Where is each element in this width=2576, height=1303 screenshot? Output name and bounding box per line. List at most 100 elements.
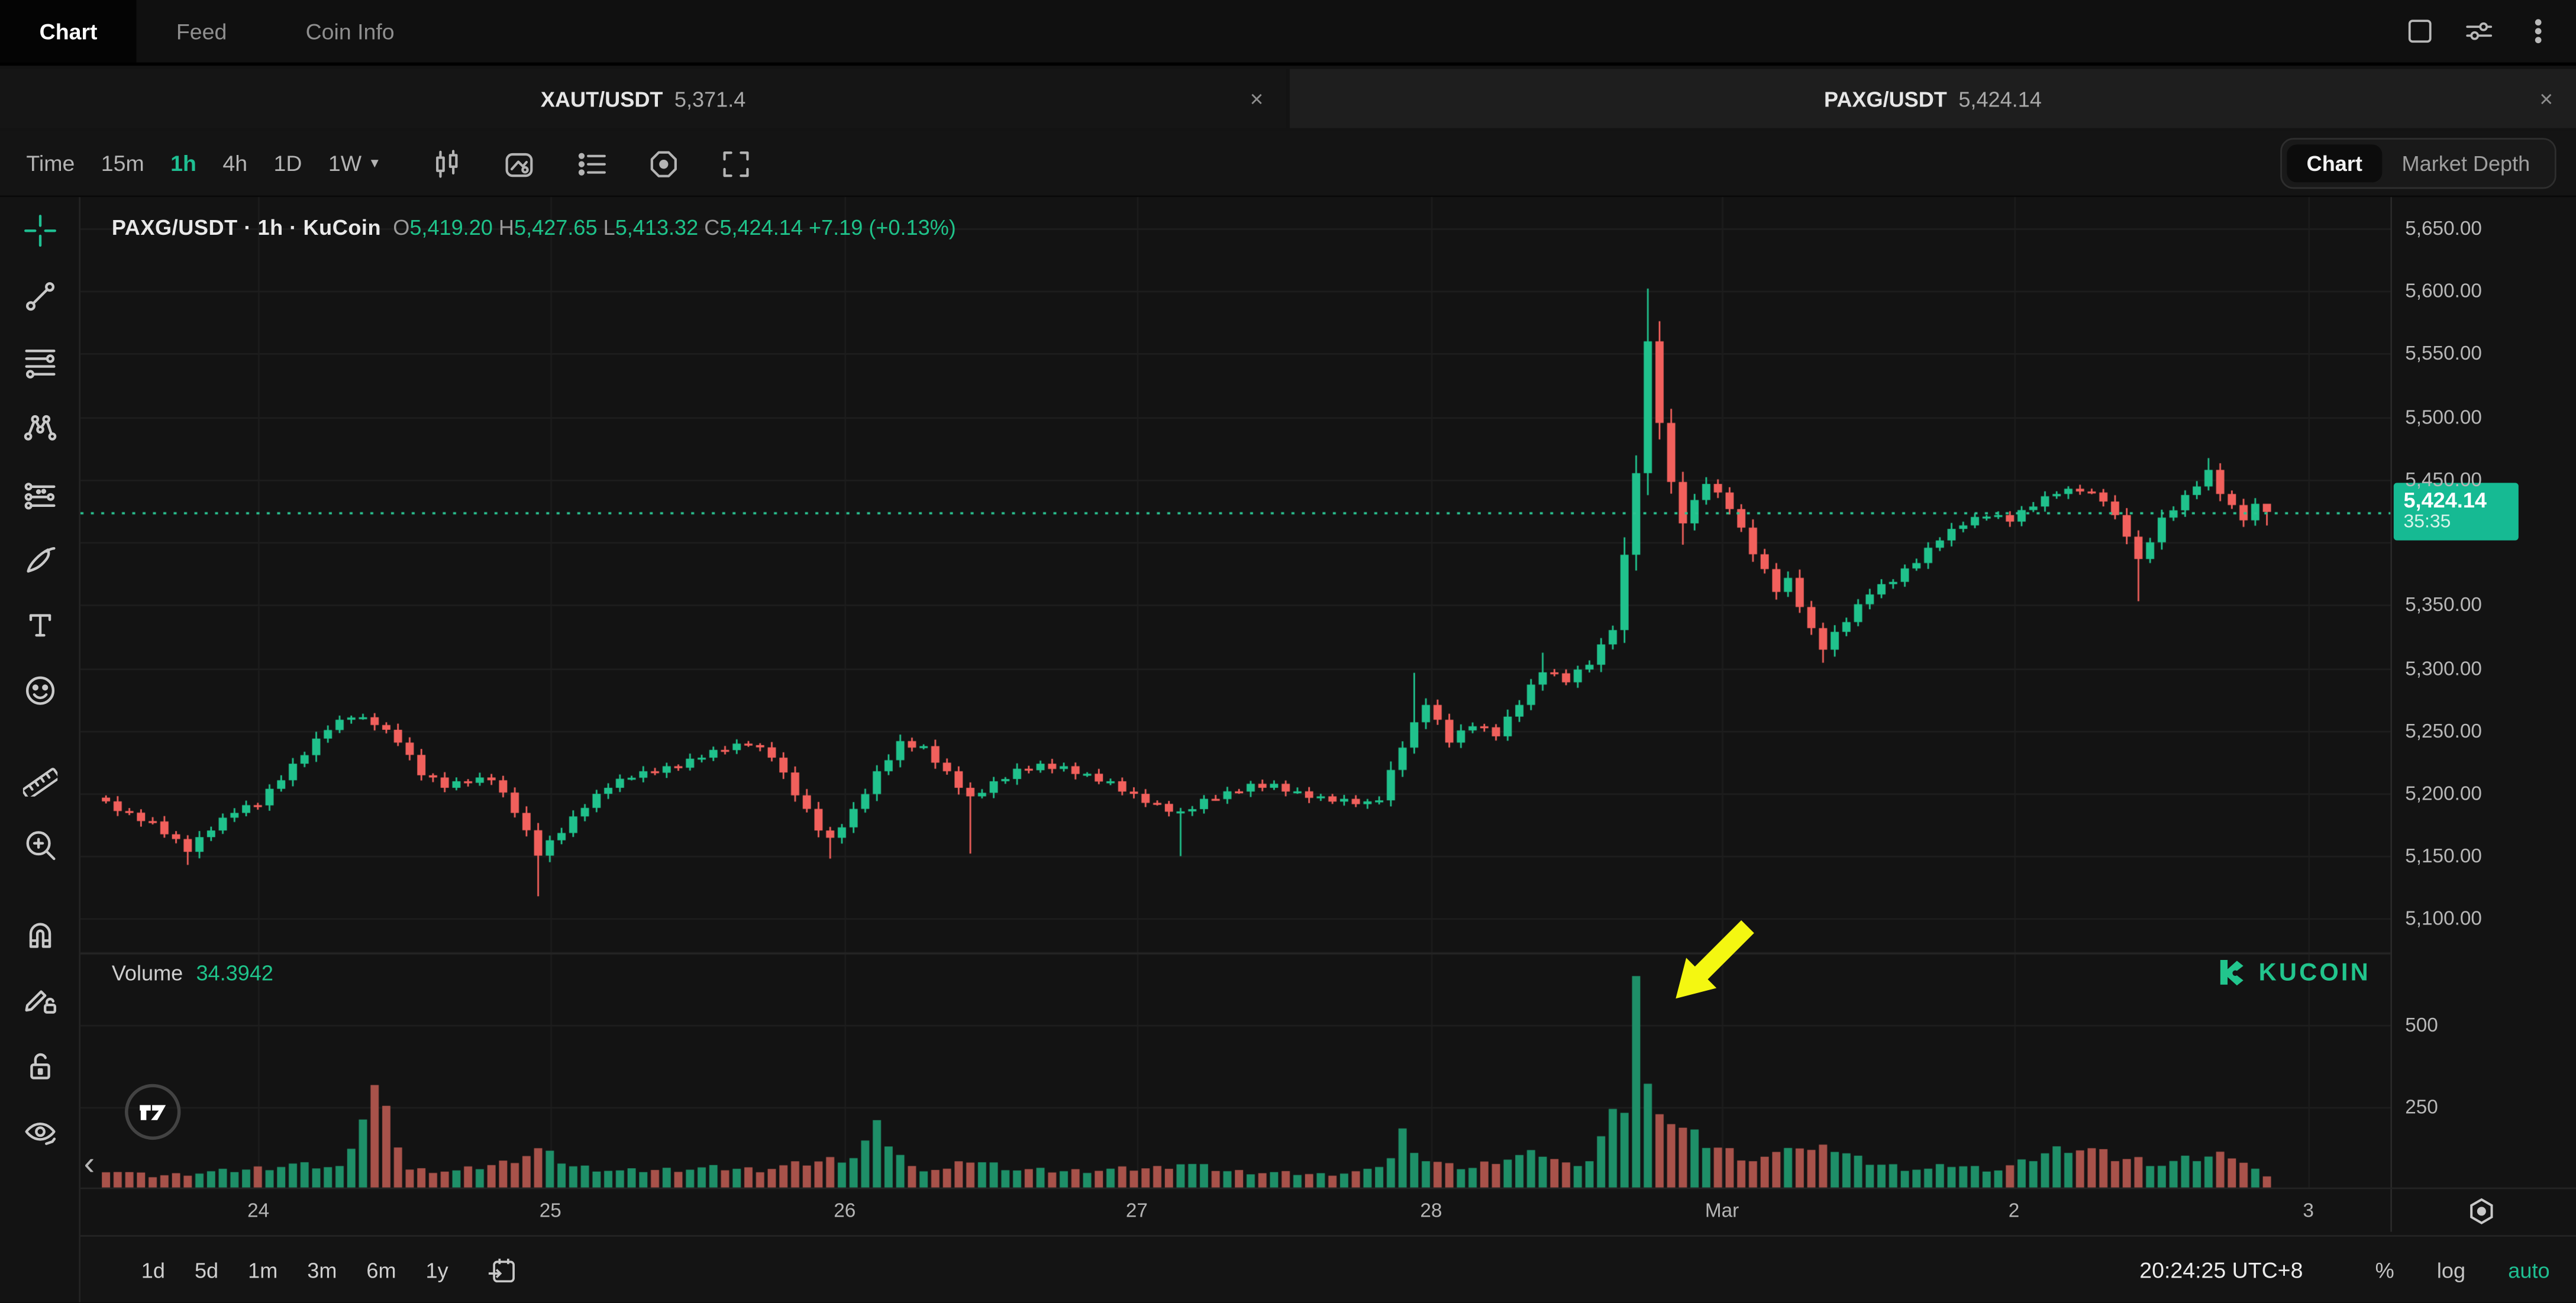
range-buttons: 1d 5d 1m 3m 6m 1y (127, 1257, 463, 1282)
toggle-chart[interactable]: Chart (2287, 144, 2383, 183)
magnet-tool[interactable] (0, 900, 80, 966)
trend-line-tool[interactable] (0, 263, 80, 328)
price-tick: 5,650.00 (2405, 216, 2482, 240)
toggle-market-depth[interactable]: Market Depth (2401, 151, 2530, 176)
window-icons (2405, 0, 2576, 63)
tradingview-logo[interactable] (125, 1084, 181, 1140)
maximize-icon[interactable] (2405, 17, 2435, 46)
emoji-tool[interactable] (0, 657, 80, 723)
top-tab-bar: Chart Feed Coin Info (0, 0, 2576, 66)
range-5d[interactable]: 5d (194, 1257, 219, 1282)
symbol-tab-paxg-usdt[interactable]: PAXG/USDT 5,424.14 × (1289, 69, 2576, 128)
unlock-tool[interactable] (0, 1032, 80, 1097)
interval-time[interactable]: Time (26, 151, 75, 176)
axis-settings-gear-icon[interactable] (2466, 1196, 2497, 1227)
eye-tool[interactable] (0, 1097, 80, 1163)
price-tick: 5,350.00 (2405, 593, 2482, 617)
clock-timezone[interactable]: 20:24:25 UTC+8 (2139, 1257, 2303, 1282)
fib-lines-tool[interactable] (0, 328, 80, 394)
sliders-icon[interactable] (2464, 17, 2494, 46)
close-value: 5,424.14 (719, 215, 803, 240)
close-tab-icon[interactable]: × (2539, 85, 2554, 112)
range-6m[interactable]: 6m (366, 1257, 396, 1282)
trend-line-icon (23, 279, 57, 313)
kucoin-watermark: KUCOIN (2216, 956, 2370, 989)
percent-scale-button[interactable]: % (2375, 1257, 2394, 1282)
kebab-menu-icon[interactable] (2523, 17, 2553, 46)
low-value: 5,413.32 (615, 215, 699, 240)
symbol-name: PAXG/USDT (1823, 86, 1947, 111)
edit-lock-tool[interactable] (0, 966, 80, 1032)
xabcd-pattern-icon (23, 410, 57, 444)
scroll-back-chevron-icon[interactable]: ‹ (83, 1146, 95, 1183)
time-tick: Mar (1705, 1199, 1739, 1222)
volume-legend: Volume 34.3942 (111, 961, 273, 986)
time-tick: 3 (2303, 1199, 2314, 1222)
symbol-name: XAUT/USDT (540, 86, 663, 111)
brush-tool[interactable] (0, 526, 80, 591)
interval-1w[interactable]: 1W ▼ (328, 151, 382, 176)
chart-plot-area: PAXG/USDT · 1h · KuCoin O5,419.20 H5,427… (80, 197, 2391, 1188)
time-tick: 28 (1420, 1199, 1442, 1222)
interval-1h[interactable]: 1h (170, 151, 196, 176)
app-tab-chart[interactable]: Chart (0, 0, 137, 63)
close-tab-icon[interactable]: × (1250, 85, 1264, 112)
watermark-text: KUCOIN (2258, 958, 2371, 987)
interval-15m[interactable]: 15m (101, 151, 144, 176)
text-icon (23, 607, 57, 641)
candle-style-icon[interactable] (431, 147, 464, 180)
eye-icon (23, 1113, 57, 1147)
open-value: 5,419.20 (409, 215, 493, 240)
crosshair-icon (23, 213, 57, 247)
range-1d[interactable]: 1d (141, 1257, 165, 1282)
unlock-icon (23, 1047, 57, 1081)
volume-value: 34.3942 (196, 961, 273, 986)
price-tick: 5,450.00 (2405, 468, 2482, 491)
interval-1d[interactable]: 1D (273, 151, 302, 176)
change-value: +7.19 (+0.13%) (808, 215, 956, 240)
fullscreen-icon[interactable] (719, 147, 753, 180)
price-axis[interactable]: 5,424.14 35:35 5,650.00 5,600.00 5,550.00 5… (2390, 197, 2576, 1232)
price-tick: 5,600.00 (2405, 279, 2482, 303)
zoom-in-tool[interactable] (0, 811, 80, 877)
interval-caret-icon: ▼ (368, 156, 382, 171)
crosshair-tool[interactable] (0, 197, 80, 263)
price-volume-canvas[interactable] (80, 197, 2391, 1188)
xabcd-pattern-tool[interactable] (0, 394, 80, 460)
symbol-tab-xaut-usdt[interactable]: XAUT/USDT 5,371.4 × (0, 69, 1287, 128)
toolbar-icons (431, 147, 753, 180)
text-tool[interactable] (0, 591, 80, 657)
range-3m[interactable]: 3m (307, 1257, 337, 1282)
bar-countdown: 35:35 (2403, 512, 2451, 532)
app-tab-coin-info[interactable]: Coin Info (305, 18, 395, 44)
price-tick: 5,500.00 (2405, 405, 2482, 428)
app-tab-feed[interactable]: Feed (176, 18, 227, 44)
price-tick: 5,250.00 (2405, 719, 2482, 742)
log-scale-button[interactable]: log (2436, 1257, 2466, 1282)
symbol-price: 5,424.14 (1958, 86, 2042, 111)
price-tick: 5,150.00 (2405, 844, 2482, 868)
indicator-list-icon[interactable] (575, 147, 608, 180)
target-icon[interactable] (647, 147, 680, 180)
time-tick: 27 (1125, 1199, 1148, 1222)
edit-lock-icon (23, 981, 57, 1016)
range-1m[interactable]: 1m (248, 1257, 278, 1282)
goto-date-icon[interactable] (486, 1254, 518, 1285)
symbol-tab-bar: XAUT/USDT 5,371.4 × PAXG/USDT 5,424.14 × (0, 69, 2576, 128)
ruler-tool[interactable] (0, 746, 80, 811)
range-1y[interactable]: 1y (425, 1257, 448, 1282)
auto-scale-button[interactable]: auto (2508, 1257, 2550, 1282)
last-price: 5,424.14 (2403, 487, 2487, 512)
projection-tool[interactable] (0, 460, 80, 526)
interval-4h[interactable]: 4h (222, 151, 248, 176)
price-tick: 5,550.00 (2405, 342, 2482, 366)
kucoin-logo-icon (2216, 956, 2249, 989)
snapshot-icon[interactable] (503, 147, 536, 180)
ohlc-readout: PAXG/USDT · 1h · KuCoin O5,419.20 H5,427… (111, 215, 956, 240)
time-tick: 24 (247, 1199, 270, 1222)
time-axis[interactable]: 24 25 26 27 28 Mar 2 3 (80, 1187, 2576, 1236)
price-tick: 5,200.00 (2405, 781, 2482, 805)
price-tick: 5,100.00 (2405, 907, 2482, 930)
magnet-icon (23, 916, 57, 950)
